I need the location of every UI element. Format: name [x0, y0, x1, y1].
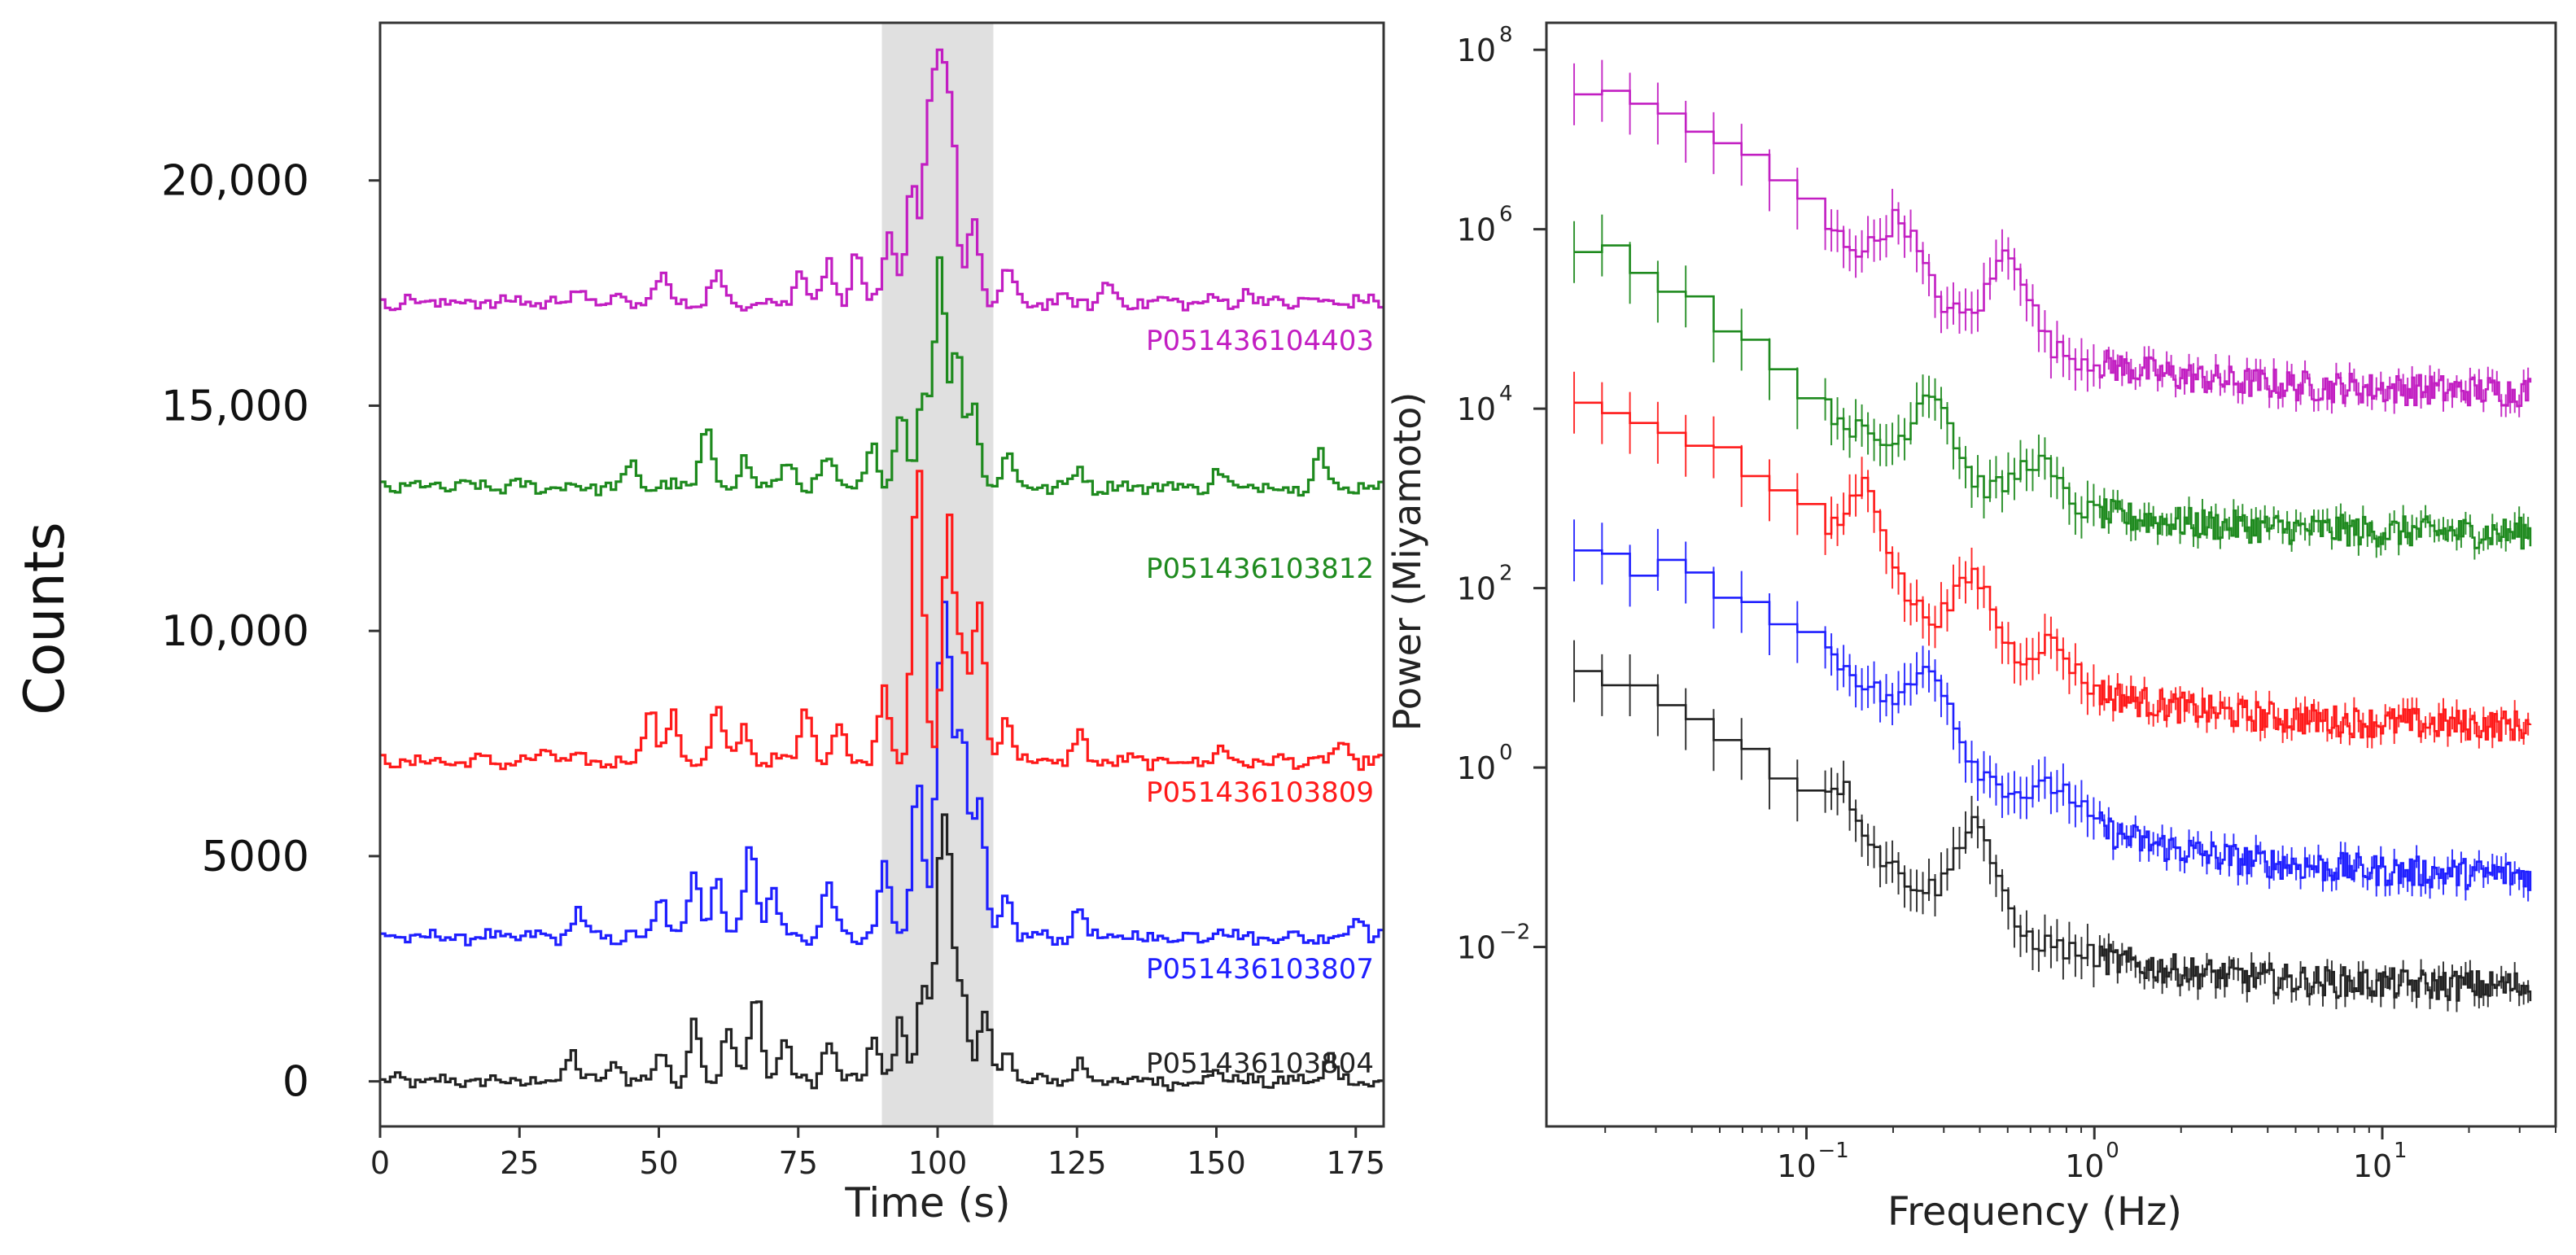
x-tick-label: 0	[370, 1145, 390, 1181]
light-curve-series-group	[380, 48, 1384, 1092]
y-tick-exponent: 4	[1499, 382, 1513, 406]
y-tick-label: 10	[1457, 750, 1496, 786]
light-curve-P051436103812	[380, 256, 1384, 497]
y-tick-label: 10	[1457, 930, 1496, 966]
y-tick-label: 5000	[202, 833, 309, 881]
y-tick-label: 15,000	[161, 382, 309, 431]
y-tick-label: 10	[1457, 212, 1496, 248]
right-x-ticks: 10 −1 10 0 10 1	[1604, 1126, 2556, 1184]
left-y-ticks: 0 5000 10,000 15,000 20,000	[161, 157, 380, 1107]
left-light-curve-panel: 0 25 50 75 100 125 150 175 0 5000 10,000 15,000 20,…	[13, 21, 1385, 1227]
y-tick-exponent: 2	[1499, 562, 1513, 586]
light-curve-P051436103807	[380, 601, 1384, 947]
right-y-axis-label: Power (Miyamoto)	[1385, 392, 1429, 732]
y-tick-exponent: 6	[1499, 203, 1513, 227]
series-label-P051436103804: P051436103804	[1146, 1047, 1374, 1080]
power-spectrum-P051436103807	[1573, 519, 2532, 902]
power-spectrum-P051436103809	[1573, 371, 2532, 749]
power-spectrum-P051436103804	[1573, 640, 2532, 1012]
x-tick-label: 10	[2353, 1148, 2392, 1184]
y-tick-label: 10	[1457, 571, 1496, 607]
left-plot-frame	[378, 21, 1385, 1128]
x-tick-label: 150	[1187, 1145, 1246, 1181]
spectrum-line	[1574, 670, 2532, 1002]
y-tick-exponent: 0	[1499, 741, 1513, 765]
y-tick-label: 10	[1457, 33, 1496, 68]
spectrum-line	[1574, 549, 2532, 891]
series-label-P051436104403: P051436104403	[1146, 325, 1374, 357]
left-x-axis-label: Time (s)	[844, 1179, 1010, 1227]
x-tick-exponent: 1	[2394, 1139, 2408, 1163]
y-tick-label: 20,000	[161, 157, 309, 206]
light-curve-P051436103804	[380, 813, 1384, 1092]
x-tick-exponent: −1	[1817, 1139, 1848, 1163]
x-tick-label: 25	[500, 1145, 539, 1181]
left-x-ticks: 0 25 50 75 100 125 150 175	[370, 1126, 1385, 1181]
power-spectrum-P051436104403	[1573, 59, 2532, 418]
x-tick-label: 10	[1777, 1148, 1816, 1184]
spectrum-line	[1574, 244, 2532, 550]
x-tick-label: 10	[2065, 1148, 2104, 1184]
spectrum-line	[1574, 401, 2532, 742]
x-tick-label: 75	[779, 1145, 818, 1181]
series-label-P051436103812: P051436103812	[1146, 553, 1374, 585]
x-tick-label: 175	[1326, 1145, 1385, 1181]
x-tick-label: 125	[1047, 1145, 1107, 1181]
light-curve-P051436104403	[380, 48, 1384, 312]
y-tick-label: 10	[1457, 391, 1496, 427]
power-spectrum-P051436103812	[1573, 214, 2532, 560]
left-y-axis-label: Counts	[13, 522, 77, 715]
series-label-P051436103807: P051436103807	[1146, 953, 1374, 986]
right-x-axis-label: Frequency (Hz)	[1887, 1189, 2182, 1235]
power-spectrum-series-group	[1573, 59, 2532, 1012]
light-curve-P051436103809	[380, 470, 1384, 772]
left-series-labels: P051436103804 P051436103807 P051436103809 P…	[1146, 325, 1374, 1080]
x-tick-label: 100	[908, 1145, 968, 1181]
y-tick-label: 10,000	[161, 607, 309, 656]
y-tick-exponent: 8	[1499, 23, 1513, 47]
right-plot-frame	[1545, 21, 2557, 1128]
y-tick-label: 0	[282, 1058, 309, 1107]
x-tick-exponent: 0	[2106, 1139, 2119, 1163]
y-tick-exponent: −2	[1499, 920, 1530, 945]
series-label-P051436103809: P051436103809	[1146, 776, 1374, 809]
x-tick-label: 50	[639, 1145, 678, 1181]
spectrum-line	[1574, 90, 2532, 408]
